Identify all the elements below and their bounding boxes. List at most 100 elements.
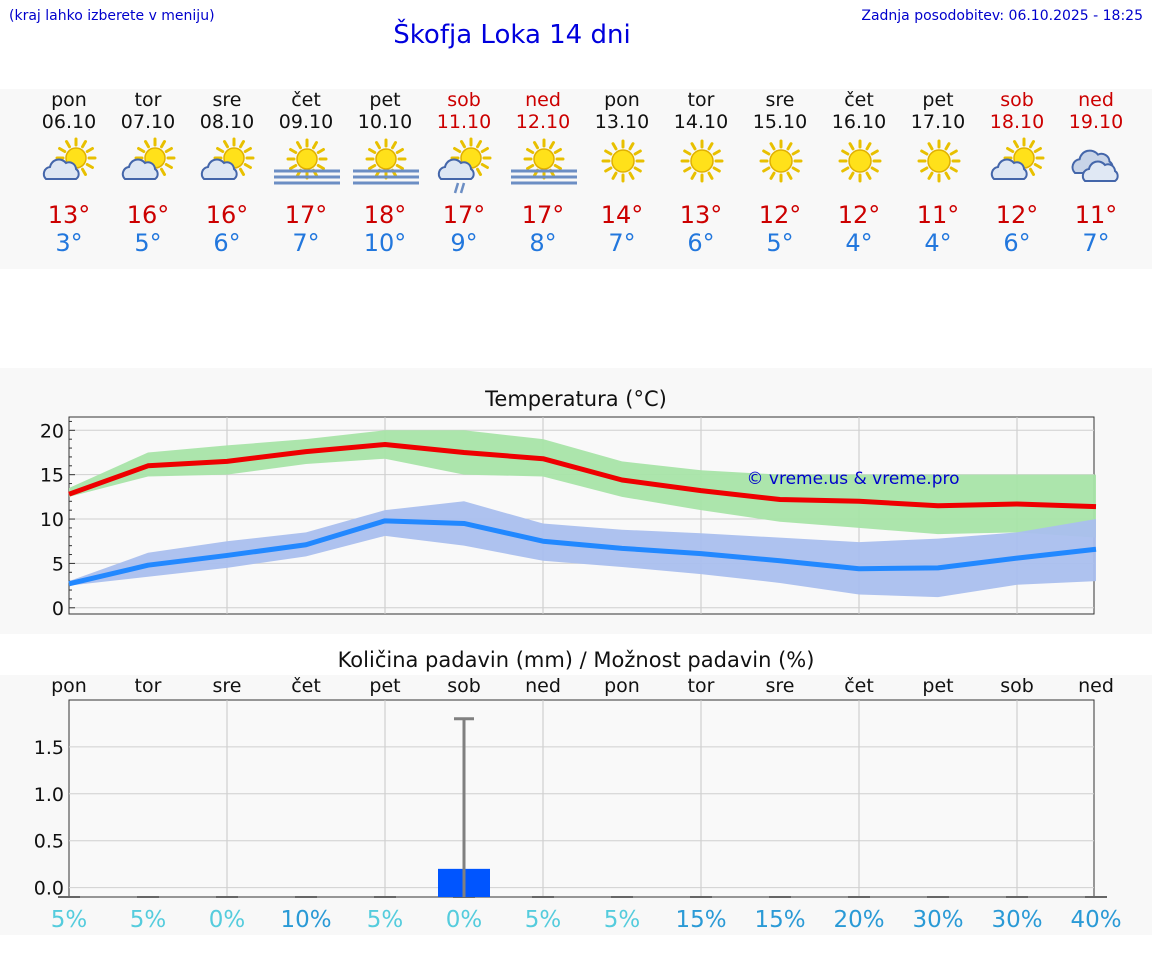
x-tick-label: pon [51,675,87,697]
weather-icon-wrap [109,137,188,195]
day-date: 08.10 [199,111,255,133]
max-temperature: 12° [995,201,1039,229]
max-temperature: 13° [679,201,723,229]
precipitation-chart: pon tor sre čet pet sob ned pon tor sre čet pet sob n… [34,675,1122,933]
max-temperature: 17° [284,201,328,229]
temperature-chart-title: Temperatura (°C) [485,387,667,411]
day-date: 15.10 [752,111,808,133]
day-forecast: pet 17.10 11° 4° [899,89,978,257]
x-tick-label: čet [844,675,874,697]
precipitation-chart-title: Količina padavin (mm) / Možnost padavin … [337,648,815,672]
plot-area [68,699,1095,898]
x-tick-label: sre [766,675,795,697]
max-temperature: 11° [1074,201,1118,229]
min-temperature: 7° [608,229,636,257]
min-temperature: 3° [55,229,83,257]
min-temperature: 5° [766,229,794,257]
day-date: 18.10 [989,111,1045,133]
sun-icon [680,139,723,183]
partly-cloudy-icon [121,137,175,180]
y-tick-label: 10 [40,509,64,531]
sun-fog-icon [273,138,340,185]
max-temperature: 13° [47,201,91,229]
day-forecast: pet 10.10 18° 10° [346,89,425,257]
weather-icon-wrap [978,137,1057,195]
forecast-band [0,89,1152,269]
day-forecast: sob 11.10 17° 9° [425,89,504,257]
day-date: 19.10 [1068,111,1124,133]
precipitation-probability: 5% [130,907,167,933]
max-temperature: 16° [205,201,249,229]
weather-icon-wrap [899,137,978,195]
day-name: pon [51,89,87,111]
day-name: pet [922,89,954,111]
day-name: tor [687,89,715,111]
sun-icon [838,139,881,183]
precipitation-probability: 10% [280,907,331,933]
max-temperature-line [68,442,1097,510]
max-temperature: 17° [442,201,486,229]
sun-fog-icon [352,138,419,185]
day-name: tor [134,89,162,111]
day-name: sob [1000,89,1034,111]
weather-icon-wrap [267,137,346,195]
min-temperature-range-band [69,501,1096,598]
day-forecast: pon 06.10 13° 3° [30,89,109,257]
day-name: ned [525,89,561,111]
day-forecast: sob 18.10 12° 6° [978,89,1057,257]
x-tick-label: ned [525,675,561,697]
page-title: Škofja Loka 14 dni [393,20,631,50]
partly-cloudy-icon [200,137,254,180]
day-date: 12.10 [515,111,571,133]
x-tick-label: sob [447,675,481,697]
precipitation-probability: 5% [525,907,562,933]
weather-icon-wrap [425,137,504,195]
partly-cloudy-icon [990,137,1044,180]
cloudy-icon [1071,149,1119,182]
precipitation-probability: 15% [754,907,805,933]
watermark: © vreme.us & vreme.pro [746,469,959,489]
x-tick-label: tor [135,675,162,697]
day-forecast: ned 12.10 17° 8° [504,89,583,257]
day-forecast: ned 19.10 11° 7° [1057,89,1136,257]
y-tick-label: 20 [40,420,64,442]
max-temperature: 16° [126,201,170,229]
day-name: pon [604,89,640,111]
y-tick-label: 1.5 [34,737,64,759]
min-temperature-line [68,518,1097,587]
precipitation-probability: 5% [604,907,641,933]
sun-icon [759,139,802,183]
temperature-chart: 0 5 10 15 20 © vreme.us & vreme.pro [40,416,1097,620]
sun-icon [601,139,644,183]
precipitation-probability: 5% [51,907,88,933]
day-date: 13.10 [594,111,650,133]
y-tick-label: 0 [52,598,64,620]
min-temperature: 5° [134,229,162,257]
day-name: sob [447,89,481,111]
day-date: 11.10 [436,111,492,133]
min-temperature: 8° [529,229,557,257]
precipitation-probability: 15% [675,907,726,933]
min-temperature: 7° [292,229,320,257]
min-temperature: 6° [1003,229,1031,257]
max-temperature-range-band [69,430,1096,538]
day-name: sre [765,89,795,111]
daily-forecast-row: pon 06.10 13° 3° tor 07.10 16° 5° sre 08.10 16° 6° č… [0,89,1152,269]
sun-icon [917,139,960,183]
location-menu-hint: (kraj lahko izberete v meniju) [9,8,215,24]
x-tick-label: sob [1000,675,1034,697]
day-forecast: sre 08.10 16° 6° [188,89,267,257]
min-temperature: 9° [450,229,478,257]
day-forecast: čet 09.10 17° 7° [267,89,346,257]
x-tick-label: čet [291,675,321,697]
min-temperature: 6° [687,229,715,257]
day-name: pet [369,89,401,111]
min-temperature: 7° [1082,229,1110,257]
day-date: 16.10 [831,111,887,133]
precipitation-probability: 0% [446,907,483,933]
min-temperature: 6° [213,229,241,257]
weather-icon-wrap [583,137,662,195]
weather-icon-wrap [504,137,583,195]
day-date: 09.10 [278,111,334,133]
precipitation-probability: 0% [209,907,246,933]
